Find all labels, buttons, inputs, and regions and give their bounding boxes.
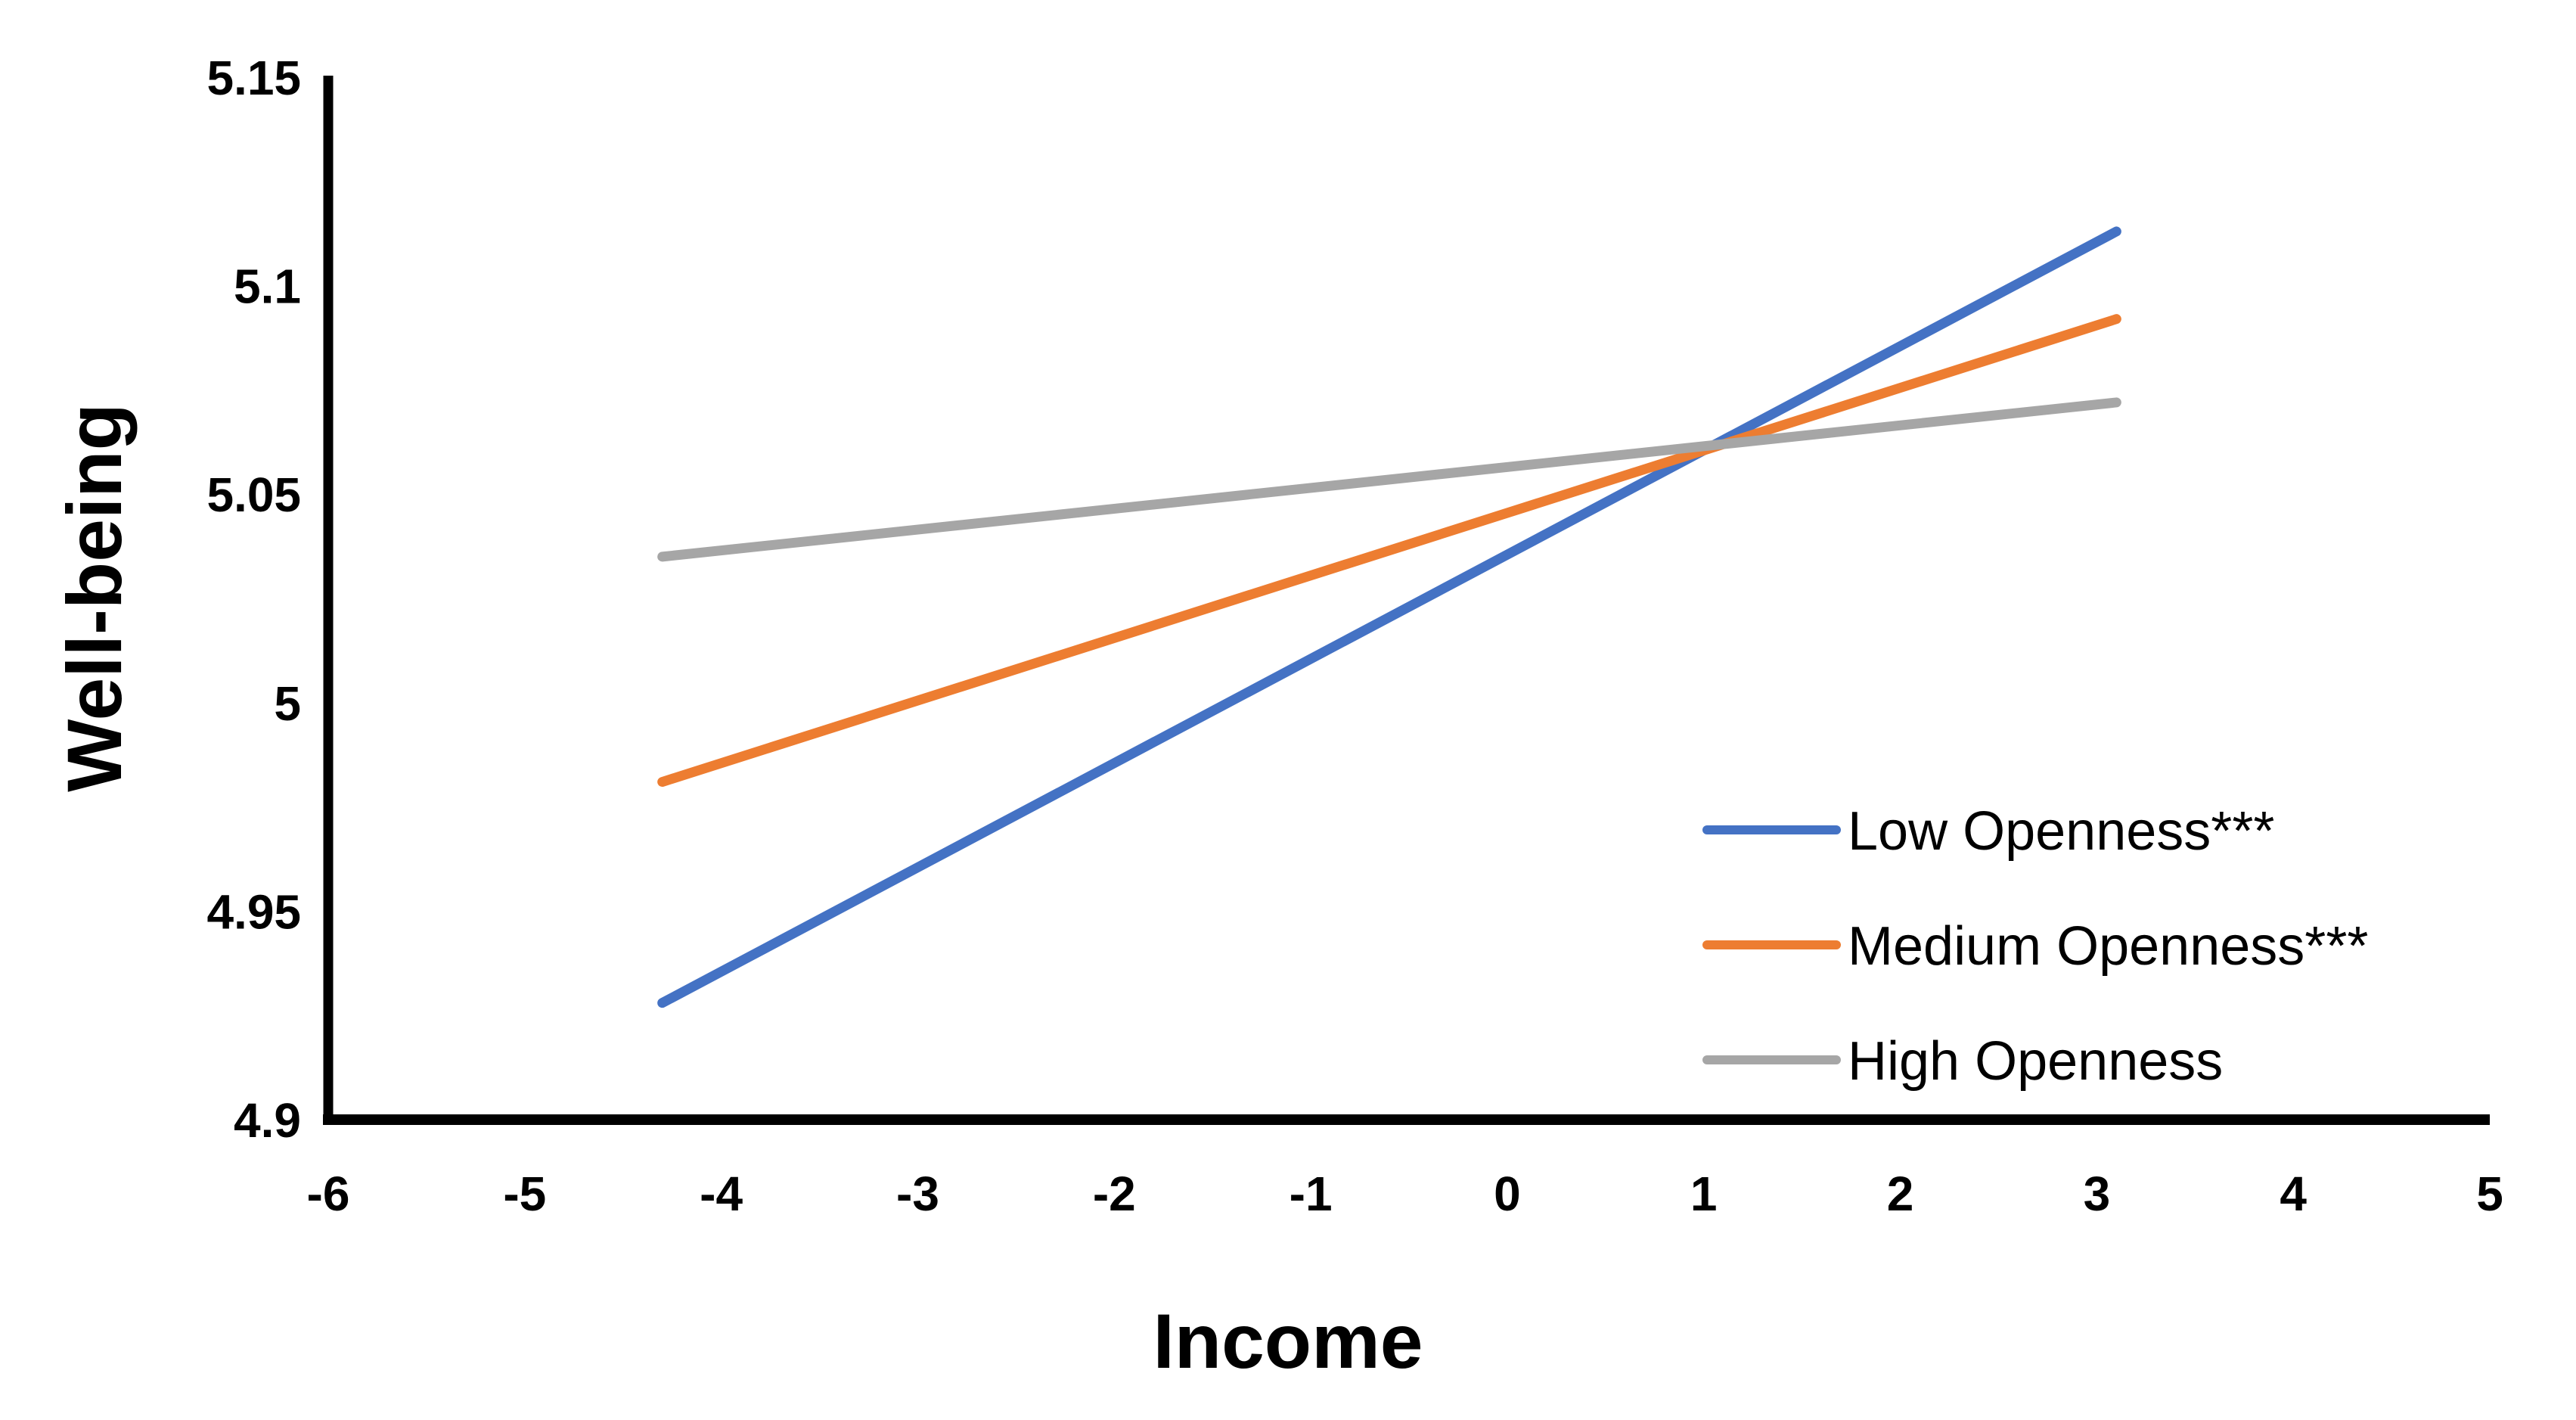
x-tick-label: 5 (2476, 1167, 2503, 1221)
x-axis-tick-labels: -6 -5 -4 -3 -2 -1 0 1 2 3 4 5 (307, 1167, 2503, 1221)
y-axis-title: Well-being (51, 403, 138, 792)
x-tick-label: -5 (503, 1167, 546, 1221)
x-tick-label: 4 (2280, 1167, 2307, 1221)
x-tick-label: -1 (1290, 1167, 1333, 1221)
series-line-high-openness (657, 397, 2121, 562)
series-lines (657, 226, 2121, 1008)
x-axis-title: Income (1153, 1298, 1423, 1384)
y-tick-label: 5.1 (234, 259, 301, 314)
y-axis-tick-labels: 4.9 4.95 5 5.05 5.1 5.15 (206, 51, 301, 1148)
y-tick-label: 4.95 (206, 884, 301, 939)
y-tick-label: 5.05 (206, 468, 301, 522)
x-tick-label: 2 (1887, 1167, 1914, 1221)
x-tick-label: 3 (2084, 1167, 2111, 1221)
y-tick-label: 5 (274, 676, 301, 731)
legend: Low Openness*** Medium Openness*** High Op… (1702, 801, 2368, 1092)
x-tick-label: -4 (700, 1167, 743, 1221)
legend-label: Medium Openness*** (1848, 916, 2368, 977)
legend-label: Low Openness*** (1848, 801, 2274, 862)
y-tick-label: 4.9 (234, 1093, 301, 1148)
series-line-medium-openness (657, 314, 2121, 788)
series-line-low-openness (657, 226, 2121, 1008)
x-tick-label: -2 (1093, 1167, 1136, 1221)
x-tick-label: -3 (896, 1167, 939, 1221)
x-tick-label: 0 (1494, 1167, 1521, 1221)
y-tick-label: 5.15 (206, 51, 301, 105)
x-tick-label: -6 (307, 1167, 350, 1221)
x-tick-label: 1 (1690, 1167, 1718, 1221)
legend-label: High Openness (1848, 1031, 2223, 1092)
